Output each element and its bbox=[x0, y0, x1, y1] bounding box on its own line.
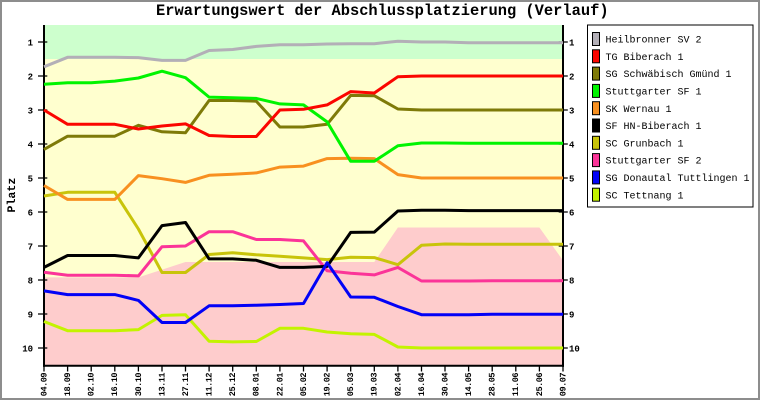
svg-text:14.05: 14.05 bbox=[464, 373, 474, 397]
svg-text:SG Schwäbisch Gmünd 1: SG Schwäbisch Gmünd 1 bbox=[606, 69, 732, 81]
svg-text:SC Grunbach 1: SC Grunbach 1 bbox=[606, 138, 684, 150]
svg-text:13.11: 13.11 bbox=[157, 373, 167, 397]
svg-text:28.05: 28.05 bbox=[488, 373, 498, 397]
svg-text:25.12: 25.12 bbox=[228, 373, 238, 397]
svg-text:09.07: 09.07 bbox=[558, 373, 568, 397]
svg-text:16.10: 16.10 bbox=[110, 373, 120, 397]
svg-text:22.01: 22.01 bbox=[275, 373, 285, 397]
svg-text:7: 7 bbox=[28, 242, 33, 252]
svg-text:SK Wernau 1: SK Wernau 1 bbox=[606, 105, 672, 116]
svg-text:27.11: 27.11 bbox=[181, 373, 191, 397]
svg-text:18.09: 18.09 bbox=[63, 373, 73, 397]
svg-text:19.02: 19.02 bbox=[323, 373, 333, 397]
svg-text:TG Biberach 1: TG Biberach 1 bbox=[606, 52, 684, 64]
svg-text:8: 8 bbox=[28, 276, 33, 286]
svg-text:SG Donautal Tuttlingen 1: SG Donautal Tuttlingen 1 bbox=[606, 173, 750, 185]
svg-text:9: 9 bbox=[569, 310, 574, 320]
svg-text:4: 4 bbox=[28, 140, 34, 150]
svg-text:05.03: 05.03 bbox=[346, 373, 356, 397]
svg-text:08.01: 08.01 bbox=[252, 373, 262, 397]
svg-text:Heilbronner SV 2: Heilbronner SV 2 bbox=[606, 35, 702, 47]
svg-text:7: 7 bbox=[569, 242, 574, 252]
svg-text:2: 2 bbox=[28, 72, 33, 82]
svg-text:30.04: 30.04 bbox=[440, 373, 450, 397]
svg-text:8: 8 bbox=[569, 276, 574, 286]
svg-text:05.02: 05.02 bbox=[299, 373, 309, 397]
svg-text:3: 3 bbox=[569, 106, 574, 116]
svg-text:19.03: 19.03 bbox=[370, 373, 380, 397]
svg-text:6: 6 bbox=[28, 208, 33, 218]
svg-text:5: 5 bbox=[28, 174, 33, 184]
svg-text:2: 2 bbox=[569, 72, 574, 82]
svg-text:02.04: 02.04 bbox=[393, 373, 403, 397]
svg-text:1: 1 bbox=[28, 38, 34, 48]
svg-text:11.12: 11.12 bbox=[205, 373, 215, 397]
svg-text:04.09: 04.09 bbox=[39, 373, 49, 397]
svg-text:02.10: 02.10 bbox=[87, 373, 97, 397]
svg-text:10: 10 bbox=[569, 344, 580, 354]
svg-text:Platz: Platz bbox=[6, 178, 19, 213]
svg-text:6: 6 bbox=[569, 208, 574, 218]
svg-text:9: 9 bbox=[28, 310, 33, 320]
svg-text:Stuttgarter SF 1: Stuttgarter SF 1 bbox=[606, 88, 702, 99]
svg-text:30.10: 30.10 bbox=[134, 373, 144, 397]
svg-text:11.06: 11.06 bbox=[511, 373, 521, 397]
svg-text:16.04: 16.04 bbox=[417, 373, 427, 397]
svg-text:1: 1 bbox=[569, 38, 575, 48]
svg-text:SC Tettnang 1: SC Tettnang 1 bbox=[606, 191, 684, 202]
svg-text:3: 3 bbox=[28, 106, 33, 116]
svg-text:25.06: 25.06 bbox=[535, 373, 545, 397]
svg-text:SF HN-Biberach 1: SF HN-Biberach 1 bbox=[606, 121, 702, 133]
svg-text:Stuttgarter SF 2: Stuttgarter SF 2 bbox=[606, 157, 702, 168]
svg-text:Erwartungswert der Abschlusspl: Erwartungswert der Abschlussplatzierung … bbox=[156, 2, 609, 20]
svg-text:5: 5 bbox=[569, 174, 574, 184]
svg-text:10: 10 bbox=[22, 344, 33, 354]
svg-text:4: 4 bbox=[569, 140, 575, 150]
